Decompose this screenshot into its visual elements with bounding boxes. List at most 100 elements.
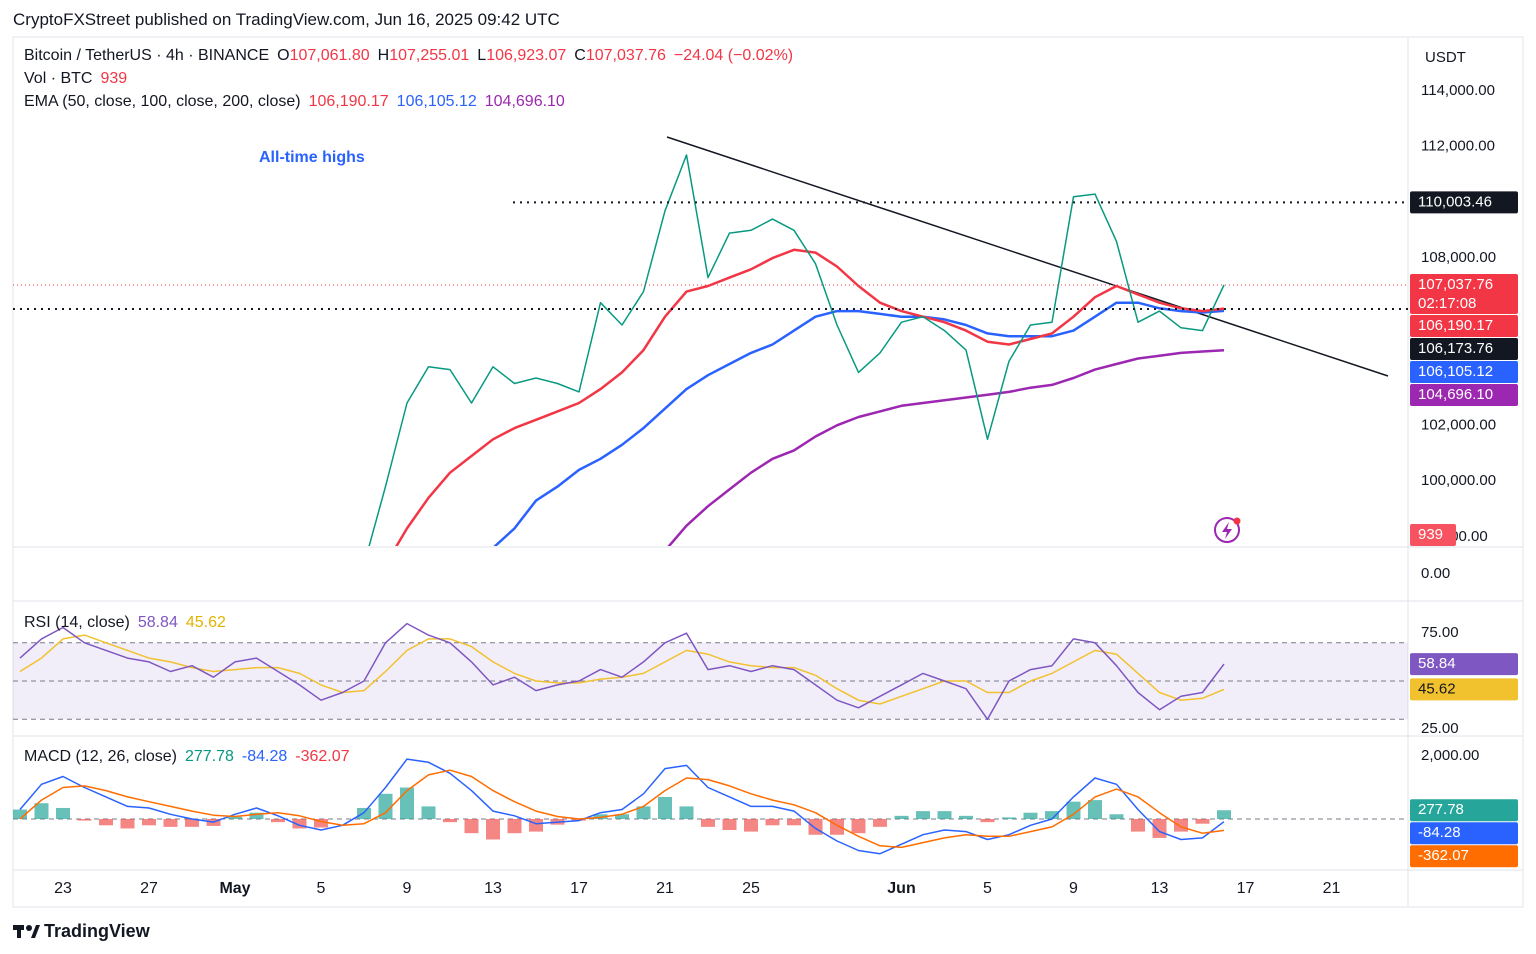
badge-label: 939 <box>1418 526 1443 543</box>
histogram-bar <box>507 818 522 834</box>
x-tick-label: 21 <box>1323 880 1341 897</box>
legend-main: Bitcoin / TetherUS · 4h · BINANCE O107,06… <box>24 47 793 65</box>
badge-label: 104,696.10 <box>1418 386 1493 403</box>
histogram-bar <box>1131 818 1145 832</box>
histogram-bar <box>744 818 758 832</box>
histogram-bar <box>142 818 156 826</box>
histogram-bar <box>1195 818 1210 824</box>
rsi-title: RSI (14, close) <box>24 614 130 631</box>
symbol: Bitcoin / TetherUS · 4h · BINANCE <box>24 47 270 64</box>
histogram-bar <box>1045 811 1059 819</box>
histogram-bar <box>572 818 586 821</box>
histogram-bar <box>228 816 242 819</box>
y-tick-label: 100,000.00 <box>1421 472 1496 489</box>
change: −24.04 (−0.02%) <box>673 47 794 64</box>
histogram-bar <box>701 818 715 827</box>
histogram-bar <box>593 814 608 819</box>
price-badge <box>1410 845 1518 868</box>
x-tick-label: May <box>219 880 250 897</box>
badge-label: 106,190.17 <box>1418 317 1493 334</box>
legend-rsi: RSI (14, close) 58.84 45.62 <box>24 614 226 632</box>
histogram-bar <box>34 803 49 819</box>
series-line <box>667 348 1225 546</box>
price-badge <box>1410 678 1518 701</box>
badge-label: 107,037.76 <box>1418 276 1493 293</box>
histogram-bar <box>443 818 457 823</box>
histogram-bar <box>1217 810 1231 819</box>
histogram-bar <box>1152 818 1167 838</box>
histogram-bar <box>314 818 328 828</box>
histogram-bar <box>271 818 285 823</box>
trend-line <box>666 136 1389 377</box>
histogram-bar <box>163 818 178 827</box>
histogram-bar <box>808 818 823 835</box>
histogram-bar <box>679 806 694 819</box>
x-tick-label: 27 <box>140 880 158 897</box>
badge-label: 110,003.46 <box>1418 193 1492 210</box>
histogram-bar <box>636 806 651 819</box>
signal-value: -362.07 <box>295 748 350 765</box>
histogram-bar <box>830 818 844 835</box>
histogram-bar <box>292 818 307 829</box>
x-tick-label: 23 <box>54 880 72 897</box>
histogram-bar <box>1109 814 1124 819</box>
ohlc-key: O <box>277 47 290 64</box>
badge-label: 45.62 <box>1418 680 1456 697</box>
ohlc-key: C <box>574 47 586 64</box>
histogram-bar <box>13 809 27 819</box>
histogram-bar <box>980 818 995 823</box>
price-badge <box>1410 799 1518 822</box>
ohlc-key: H <box>377 47 390 64</box>
price-badge <box>1410 653 1518 676</box>
x-tick-label: 9 <box>403 880 412 897</box>
price-badge <box>1410 337 1518 360</box>
x-tick-label: 17 <box>570 880 588 897</box>
price-badge <box>1410 360 1518 383</box>
x-tick-label: 5 <box>983 880 992 897</box>
y-tick-label: 112,000.00 <box>1421 138 1495 155</box>
ohlc: O107,061.80 H107,255.01 L106,923.07 C107,03… <box>269 47 666 64</box>
y-tick-label: 0.00 <box>1421 565 1450 582</box>
histogram-bar <box>56 807 70 819</box>
histogram-bar <box>378 793 393 819</box>
rsi-value: 58.84 <box>137 614 178 631</box>
price-badge <box>1410 273 1518 314</box>
histogram-bar <box>400 787 414 819</box>
rsi-ma-value: 45.62 <box>185 614 226 631</box>
histogram-bar <box>851 818 866 834</box>
histogram-bar <box>787 818 801 826</box>
countdown: 02:17:08 <box>1418 295 1476 312</box>
y-tick-label: 75.00 <box>1421 624 1459 641</box>
ohlc-value: 107,061.80 <box>289 47 370 64</box>
volume-title: Vol · BTC <box>24 70 93 87</box>
histogram-bar <box>894 815 909 819</box>
histogram-bar <box>765 818 780 826</box>
ema100-value: 106,105.12 <box>396 93 477 110</box>
series-line <box>368 154 1225 546</box>
macd-value: -84.28 <box>241 748 288 765</box>
price-badge <box>1410 314 1518 337</box>
ohlc-value: 106,923.07 <box>486 47 567 64</box>
y-tick-label: 114,000.00 <box>1421 82 1495 99</box>
logo <box>13 925 40 938</box>
histogram-bar <box>916 811 930 819</box>
series-line <box>19 769 1225 849</box>
x-tick-label: Jun <box>887 880 915 897</box>
rsi-pane <box>13 622 1408 721</box>
x-tick-label: 5 <box>317 880 326 897</box>
histogram-bar <box>722 818 737 831</box>
y-tick-label: 25.00 <box>1421 720 1459 737</box>
annotation: All-time highs <box>259 149 365 166</box>
price-pane <box>368 154 1225 546</box>
y-tick-label: 102,000.00 <box>1421 416 1496 433</box>
histogram-bar <box>615 814 629 819</box>
legend-ema: EMA (50, close, 100, close, 200, close) 1… <box>24 93 565 111</box>
histogram-bar <box>421 806 436 819</box>
histogram-bar <box>873 818 887 827</box>
histogram-bar <box>1174 818 1188 832</box>
price-badge <box>1410 383 1518 406</box>
y-tick-label: 108,000.00 <box>1421 249 1496 266</box>
histogram-bar <box>77 818 92 821</box>
